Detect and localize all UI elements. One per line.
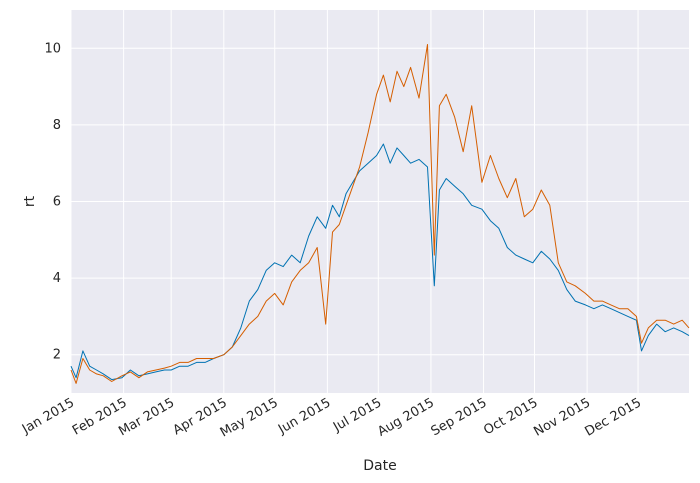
x-tick-label: Jun 2015 [275, 395, 333, 437]
y-axis-label: rt [22, 195, 38, 207]
x-tick-label: Oct 2015 [481, 395, 540, 438]
x-axis-label: Date [363, 458, 396, 474]
series-line-2 [70, 44, 690, 384]
x-tick-label: May 2015 [218, 395, 281, 440]
y-tick-label: 6 [53, 195, 61, 210]
y-tick-label: 4 [53, 271, 61, 286]
series-layer [70, 44, 690, 384]
y-tick-label: 10 [44, 41, 61, 56]
x-tick-label: Dec 2015 [583, 395, 645, 439]
grid-lines [70, 10, 689, 393]
x-tick-label: Aug 2015 [375, 395, 437, 439]
x-tick-label: Nov 2015 [531, 395, 593, 439]
x-tick-label: Sep 2015 [429, 395, 490, 439]
y-tick-label: 2 [53, 348, 61, 363]
x-tick-label: Jan 2015 [19, 395, 77, 437]
series-line-1 [70, 143, 690, 381]
y-axis-ticks: 2 4 6 8 10 [44, 41, 61, 362]
y-tick-label: 8 [53, 118, 61, 133]
